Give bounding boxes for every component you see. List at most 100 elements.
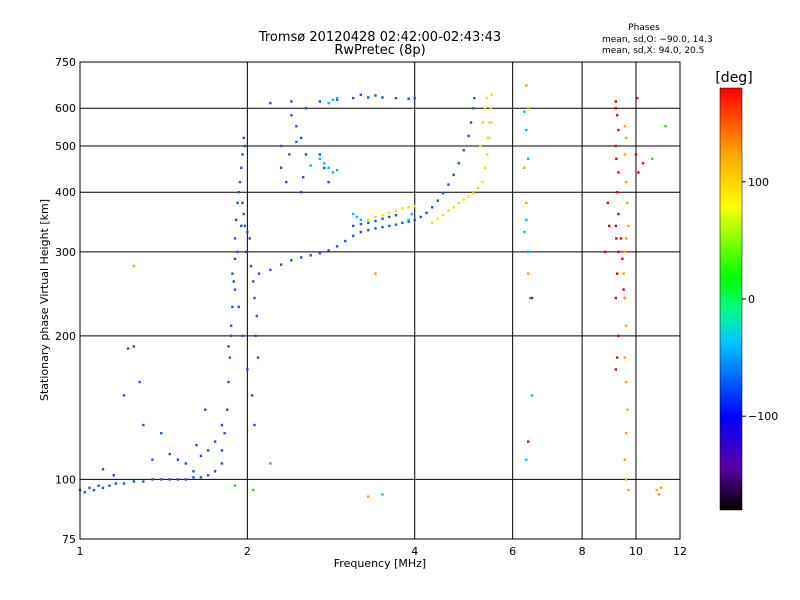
data-point — [624, 237, 628, 240]
data-point — [651, 157, 654, 161]
data-point — [367, 221, 370, 225]
data-point — [241, 201, 244, 205]
data-point — [327, 180, 330, 184]
data-point — [388, 211, 391, 215]
data-point — [394, 223, 398, 226]
data-point — [624, 324, 628, 327]
data-point — [530, 394, 534, 397]
data-point — [617, 171, 620, 174]
data-point — [473, 96, 476, 100]
data-point — [381, 217, 384, 220]
data-point — [615, 272, 619, 275]
data-point — [344, 239, 347, 243]
data-point — [394, 214, 398, 217]
data-point — [237, 191, 240, 194]
data-point — [401, 221, 404, 225]
data-point — [327, 166, 330, 170]
data-point — [374, 215, 377, 219]
data-point — [452, 206, 455, 209]
data-point — [300, 256, 303, 259]
data-point — [231, 272, 234, 275]
data-point — [160, 478, 163, 481]
data-point — [490, 93, 493, 97]
data-point — [132, 264, 136, 268]
data-point — [269, 101, 272, 105]
data-point — [142, 480, 145, 483]
data-point — [462, 198, 465, 201]
data-point — [235, 218, 238, 222]
data-point — [233, 288, 237, 291]
data-point — [481, 121, 484, 124]
data-point — [227, 345, 230, 348]
data-point — [623, 356, 627, 359]
data-point — [359, 218, 363, 222]
phase-info-line-x: mean, sd,X: 94.0, 20.5 — [602, 46, 704, 56]
data-point — [233, 257, 237, 261]
data-point — [664, 125, 667, 128]
data-point — [233, 484, 237, 487]
data-point — [220, 449, 224, 452]
data-point — [269, 268, 272, 272]
data-point — [486, 136, 490, 140]
data-point — [359, 230, 363, 234]
data-point — [457, 162, 460, 165]
data-point — [220, 423, 224, 427]
data-point — [229, 324, 233, 327]
data-point — [479, 144, 482, 148]
data-point — [238, 180, 242, 184]
y-tick-label: 600 — [55, 102, 76, 115]
y-axis: 75 100 200 300 400 500 600 750 — [55, 56, 76, 546]
data-point — [523, 166, 526, 170]
data-point — [367, 495, 370, 498]
data-point — [300, 191, 303, 194]
data-point — [295, 140, 298, 144]
data-point — [606, 201, 610, 205]
data-point — [351, 96, 355, 100]
data-point — [253, 296, 256, 300]
data-point — [528, 296, 532, 300]
data-point — [253, 423, 256, 427]
data-point — [335, 98, 339, 101]
data-point — [483, 166, 487, 170]
data-point — [614, 368, 618, 371]
data-point — [244, 250, 248, 254]
data-point — [525, 218, 528, 222]
data-point — [615, 114, 619, 117]
data-point — [114, 482, 118, 485]
data-point — [614, 224, 618, 228]
data-point — [607, 224, 611, 228]
data-point — [624, 431, 628, 435]
data-point — [637, 171, 640, 174]
data-point — [327, 101, 330, 105]
colorbar-tick-label: 0 — [748, 293, 755, 306]
data-point — [623, 250, 627, 254]
data-point — [101, 468, 105, 471]
data-point — [132, 480, 136, 483]
data-point — [318, 153, 322, 156]
series-orange — [132, 84, 663, 498]
data-point — [447, 183, 450, 186]
data-point — [229, 334, 233, 338]
data-point — [530, 296, 534, 300]
data-point — [485, 153, 489, 156]
data-point — [374, 227, 377, 230]
data-point — [623, 153, 627, 156]
plot-frame — [79, 61, 681, 540]
data-point — [351, 234, 355, 238]
data-point — [295, 125, 298, 128]
data-point — [88, 486, 91, 490]
data-point — [527, 107, 530, 110]
data-point — [367, 218, 370, 222]
data-point — [617, 212, 620, 216]
data-point — [394, 96, 398, 100]
data-point — [309, 254, 312, 257]
data-point — [441, 214, 445, 217]
data-point — [615, 157, 618, 161]
x-axis-label: Frequency [MHz] — [334, 557, 426, 570]
data-point — [388, 215, 391, 219]
data-point — [407, 218, 410, 222]
data-point — [250, 394, 254, 397]
data-point — [199, 454, 203, 458]
data-point — [236, 201, 239, 205]
